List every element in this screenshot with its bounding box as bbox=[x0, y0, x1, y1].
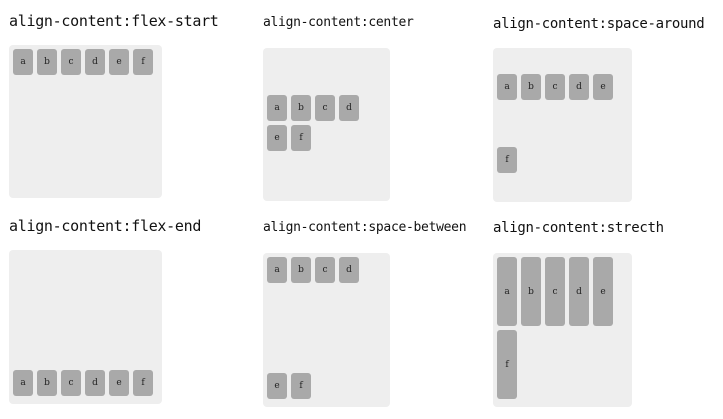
flex-container: a b c d e f bbox=[263, 48, 390, 201]
flex-item-a: a bbox=[497, 257, 517, 326]
flex-item-a: a bbox=[13, 370, 33, 396]
flex-item-f: f bbox=[497, 146, 517, 173]
demo-title: align-content:space-between bbox=[263, 220, 467, 235]
flex-container: a b c d e f bbox=[263, 253, 390, 407]
flex-container: a b c d e f bbox=[9, 45, 162, 198]
flex-item-b: b bbox=[291, 94, 311, 121]
flex-item-f: f bbox=[133, 370, 153, 396]
flex-item-e: e bbox=[109, 370, 129, 396]
flex-item-d: d bbox=[85, 370, 105, 396]
flex-item-b: b bbox=[521, 73, 541, 100]
flex-container: a b c d e f bbox=[493, 253, 632, 407]
flex-item-f: f bbox=[291, 124, 311, 151]
demo-title: align-content:strecth bbox=[493, 220, 664, 236]
flex-item-d: d bbox=[339, 94, 359, 121]
flex-item-e: e bbox=[593, 73, 613, 100]
flex-item-d: d bbox=[339, 257, 359, 283]
demo-title: align-content:center bbox=[263, 15, 414, 30]
flex-container: a b c d e f bbox=[9, 250, 162, 404]
flex-item-e: e bbox=[267, 124, 287, 151]
flex-item-d: d bbox=[569, 73, 589, 100]
flex-item-c: c bbox=[61, 49, 81, 75]
flex-container: a b c d e f bbox=[493, 48, 632, 202]
flex-item-a: a bbox=[13, 49, 33, 75]
demo-title: align-content:flex-start bbox=[9, 12, 219, 30]
flex-item-a: a bbox=[497, 73, 517, 100]
demo-title: align-content:space-around bbox=[493, 16, 705, 32]
flex-item-c: c bbox=[315, 94, 335, 121]
flex-item-a: a bbox=[267, 94, 287, 121]
flex-item-d: d bbox=[569, 257, 589, 326]
flex-item-b: b bbox=[37, 370, 57, 396]
flex-item-f: f bbox=[133, 49, 153, 75]
flex-item-b: b bbox=[37, 49, 57, 75]
flex-item-e: e bbox=[109, 49, 129, 75]
flex-item-b: b bbox=[291, 257, 311, 283]
demo-title: align-content:flex-end bbox=[9, 217, 202, 235]
flex-item-b: b bbox=[521, 257, 541, 326]
flex-item-c: c bbox=[545, 73, 565, 100]
flex-item-a: a bbox=[267, 257, 287, 283]
flex-item-e: e bbox=[593, 257, 613, 326]
flex-item-f: f bbox=[497, 330, 517, 399]
flex-item-c: c bbox=[61, 370, 81, 396]
flex-item-f: f bbox=[291, 373, 311, 399]
flex-item-c: c bbox=[545, 257, 565, 326]
flex-item-c: c bbox=[315, 257, 335, 283]
flex-item-d: d bbox=[85, 49, 105, 75]
flex-item-e: e bbox=[267, 373, 287, 399]
